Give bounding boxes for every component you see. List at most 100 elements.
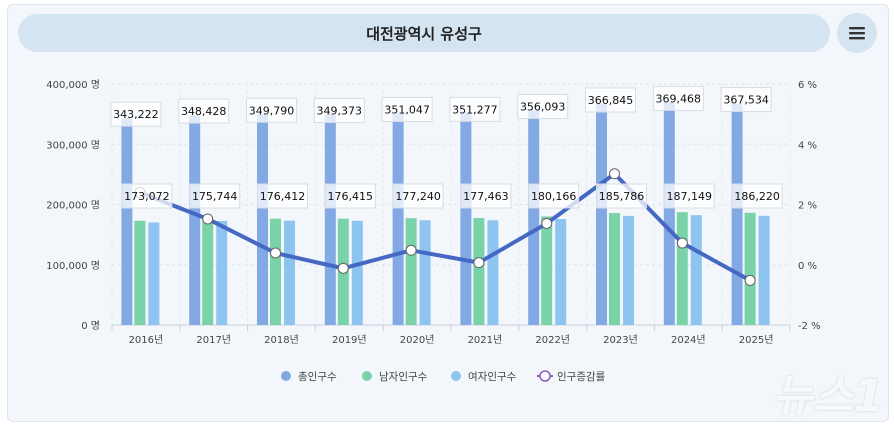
legend-item-1[interactable]: 남자인구수 (362, 371, 428, 383)
bar-female (148, 222, 160, 325)
bar-total (189, 115, 201, 325)
bar-total (392, 113, 404, 326)
data-label-box (121, 183, 173, 209)
bar-total (528, 110, 540, 325)
bar-female (284, 220, 295, 325)
data-label-text: 175,744 (192, 190, 238, 203)
legend-marker-icon (362, 371, 372, 381)
data-label-box (460, 183, 512, 209)
data-label: 343,222 (110, 101, 162, 127)
data-label-text: 177,463 (463, 190, 509, 203)
growth-rate-point (473, 257, 485, 269)
menu-button[interactable] (837, 13, 877, 53)
x-tick-label: 2021년 (468, 334, 503, 346)
news1-watermark-logo: 뉴스1 (772, 371, 884, 422)
data-label-text: 185,786 (599, 190, 645, 203)
x-tick-label: 2020년 (400, 334, 435, 346)
data-label-box (720, 87, 772, 113)
data-label-box (246, 97, 297, 123)
data-label: 175,744 (189, 183, 241, 209)
data-label-text: 351,047 (384, 103, 430, 116)
bar-male (134, 220, 146, 325)
growth-rate-point (270, 247, 281, 259)
data-label-text: 176,412 (260, 190, 306, 203)
bar-male (405, 218, 417, 325)
data-label: 369,468 (652, 85, 704, 111)
data-label-box (449, 96, 501, 122)
data-label-text: 351,277 (452, 103, 498, 116)
bar-total (731, 103, 743, 326)
data-label: 186,220 (731, 183, 783, 209)
data-label-text: 187,149 (667, 190, 713, 203)
legend-label: 남자인구수 (379, 371, 428, 383)
y-right-tick-label: 6 % (798, 80, 817, 91)
data-label-text: 180,166 (531, 190, 577, 203)
bar-male (202, 219, 214, 325)
legend-item-2[interactable]: 여자인구수 (451, 371, 517, 383)
data-label-text: 356,093 (520, 100, 566, 113)
growth-rate-line (139, 171, 752, 283)
data-label-text: 367,534 (723, 94, 769, 107)
bar-female (555, 219, 567, 325)
data-label: 176,412 (257, 183, 308, 209)
bar-male (676, 212, 688, 325)
x-tick-label: 2025년 (739, 334, 774, 346)
growth-rate-point (676, 237, 688, 249)
y-right-tick-label: 0 % (798, 261, 817, 272)
bar-total (257, 114, 268, 325)
data-label-box (596, 183, 647, 209)
y-left-tick-label: 100,000 명 (46, 260, 100, 272)
data-label-text: 177,240 (395, 190, 441, 203)
data-label: 366,845 (585, 87, 636, 113)
bar-female (419, 220, 431, 325)
data-label: 177,240 (392, 183, 444, 209)
data-label-box (731, 183, 783, 209)
bar-female (690, 215, 702, 325)
bar-male (473, 218, 485, 325)
data-label: 349,373 (313, 98, 365, 124)
legend-item-0[interactable]: 총인구수 (281, 371, 337, 383)
data-label: 351,047 (381, 96, 433, 122)
y-left-tick-label: 0 명 (81, 320, 100, 332)
data-label-box (257, 183, 308, 209)
growth-rate-point (541, 217, 553, 229)
data-label-box (652, 85, 704, 111)
data-label: 176,415 (324, 183, 376, 209)
legend-item-3[interactable]: 인구증감률 (537, 370, 606, 383)
data-label-text: 343,222 (113, 108, 159, 121)
data-label-box (528, 183, 580, 209)
data-label: 180,166 (528, 183, 580, 209)
bar-female (758, 215, 770, 325)
bar-total (121, 118, 133, 326)
data-label-text: 349,373 (317, 105, 363, 118)
growth-rate-point (202, 213, 214, 225)
y-left-tick-label: 200,000 명 (46, 200, 100, 212)
data-label-text: 348,428 (181, 105, 227, 118)
hamburger-menu-icon (849, 27, 865, 40)
growth-rate-point (609, 168, 620, 180)
data-label-box (517, 93, 569, 119)
data-label: 356,093 (517, 93, 569, 119)
data-label: 351,277 (449, 96, 501, 122)
x-tick-label: 2019년 (332, 334, 367, 346)
growth-rate-point (405, 244, 417, 256)
data-label-box (585, 87, 636, 113)
data-label-box (110, 101, 162, 127)
bar-female (216, 220, 228, 325)
data-label-box (663, 183, 715, 209)
bar-male (270, 218, 281, 325)
data-label-box (381, 96, 433, 122)
bar-total (663, 102, 675, 325)
legend-marker-icon (539, 370, 551, 382)
bar-male (609, 213, 620, 325)
data-label-text: 186,220 (734, 190, 780, 203)
data-label: 349,790 (246, 97, 297, 123)
data-label: 348,428 (178, 98, 230, 124)
data-label-text: 366,845 (588, 94, 634, 107)
x-tick-label: 2023년 (603, 334, 638, 346)
data-label: 177,463 (460, 183, 512, 209)
bar-total (460, 113, 472, 325)
data-label: 367,534 (720, 87, 772, 113)
legend-label: 총인구수 (298, 371, 337, 383)
